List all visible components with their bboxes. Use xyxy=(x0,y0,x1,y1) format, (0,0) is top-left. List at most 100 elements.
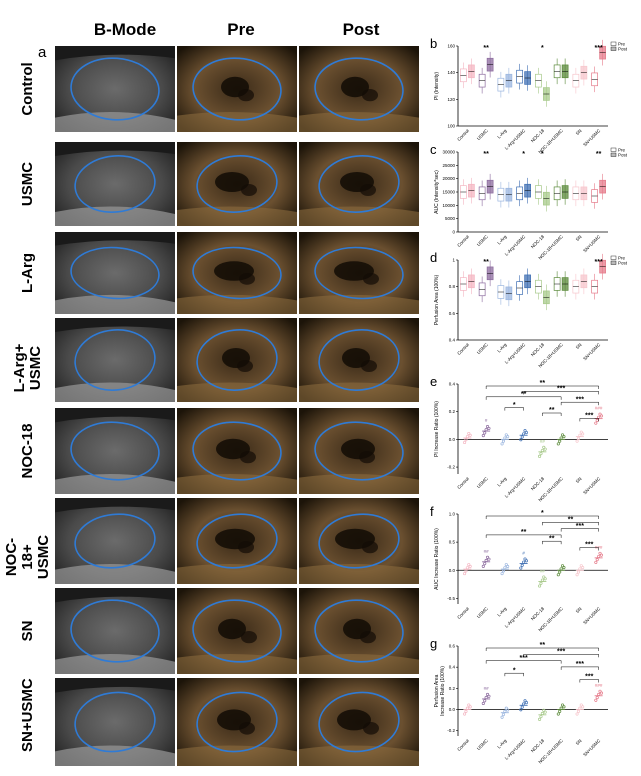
point-f xyxy=(576,570,581,574)
point-g xyxy=(538,717,542,721)
point-g xyxy=(484,696,488,700)
bracket-f xyxy=(542,522,599,526)
significance-d: *** xyxy=(595,259,603,266)
point-f xyxy=(501,569,506,573)
ultrasound-image-7-2 xyxy=(299,678,419,766)
category-label-c: SN xyxy=(575,234,583,242)
ultrasound-image-3-1 xyxy=(177,318,297,402)
ytick-label-c: 15000 xyxy=(442,190,455,195)
point-e xyxy=(463,440,467,445)
ylabel-b: PI (Intensity) xyxy=(434,72,440,100)
bracket-label-e: *** xyxy=(576,396,584,403)
col-head-pre: Pre xyxy=(227,20,255,39)
ultrasound-image-6-2 xyxy=(299,588,419,674)
ultrasound-image-6-0 xyxy=(55,588,175,674)
point-e xyxy=(562,435,566,439)
bracket-f xyxy=(560,528,599,532)
ytick-label-g: 0.6 xyxy=(449,644,456,649)
point-e xyxy=(559,436,563,440)
ultrasound-image-1-2 xyxy=(299,142,419,226)
point-f xyxy=(578,567,582,571)
point-e xyxy=(540,448,544,453)
bracket-label-e: *** xyxy=(585,413,593,420)
point-g xyxy=(576,709,581,713)
category-label-f: L-Arg+USMC xyxy=(504,606,527,629)
point-e xyxy=(576,436,581,440)
point-g xyxy=(543,710,547,714)
bracket-label-f: *** xyxy=(576,523,584,530)
point-g xyxy=(562,705,566,709)
point-e xyxy=(578,433,582,437)
ytick-label-e: 0.0 xyxy=(449,437,456,442)
point-e xyxy=(483,431,487,435)
col-head-bmode: B-Mode xyxy=(93,20,157,39)
point-f xyxy=(500,572,504,576)
category-label-g: SN+USMC xyxy=(582,738,602,758)
ylabel-d: Perfusion Area (100%) xyxy=(434,275,440,326)
mark-e: ### xyxy=(595,406,603,411)
bracket-label-e: ** xyxy=(540,380,546,387)
point-g xyxy=(520,705,524,709)
ultrasound-image-0-1 xyxy=(177,46,297,132)
legend-post-swatch xyxy=(610,152,617,157)
category-label-d: NOC-18 xyxy=(530,342,546,358)
ultrasound-image-6-1 xyxy=(177,588,297,674)
category-label-g: L-Arg xyxy=(496,738,508,750)
category-label-b: NOC-18 xyxy=(530,128,546,144)
legend-pre-label: Pre xyxy=(618,255,626,260)
category-label-d: L-Arg+USMC xyxy=(504,342,527,365)
category-label-b: USMC xyxy=(476,128,489,141)
point-e xyxy=(543,447,547,451)
category-label-e: SN xyxy=(575,476,583,484)
ytick-label-g: 0.4 xyxy=(449,665,456,670)
point-g xyxy=(578,706,582,710)
bracket-g xyxy=(485,660,562,664)
point-g xyxy=(465,706,469,710)
point-g xyxy=(501,712,506,717)
category-label-e: USMC xyxy=(476,476,489,489)
ytick-label-b: 160 xyxy=(447,44,455,49)
point-f xyxy=(558,570,562,574)
point-e xyxy=(464,438,468,442)
category-label-c: USMC xyxy=(476,234,489,247)
legend-post-swatch xyxy=(610,46,617,51)
category-label-e: Control xyxy=(456,476,470,490)
category-label-g: USMC xyxy=(476,738,489,751)
chart-b: b PI (Intensity) 100 120 140 160 Control USMC L-… xyxy=(426,36,636,156)
panel-letter-f: f xyxy=(430,504,434,519)
bracket-label-f: * xyxy=(541,510,544,517)
bracket-label-f: ** xyxy=(549,535,555,542)
bracket-label-g: ** xyxy=(540,642,546,649)
point-e xyxy=(501,439,506,443)
panel-letter-g: g xyxy=(430,636,437,651)
point-e xyxy=(465,435,469,439)
ultrasound-image-1-1 xyxy=(177,142,297,226)
point-e xyxy=(468,433,472,437)
ylabel-f: AUC Increase Ratio (100%) xyxy=(434,528,440,590)
bracket-f xyxy=(485,534,562,538)
ytick-label-c: 25000 xyxy=(442,163,455,168)
ultrasound-image-3-2 xyxy=(299,318,419,402)
point-g xyxy=(519,708,523,712)
legend-post-label: Post xyxy=(618,152,628,157)
bracket-label-f: ** xyxy=(568,517,574,524)
category-label-c: L-Arg xyxy=(496,234,508,246)
legend-post-swatch xyxy=(610,260,617,265)
bracket-label-e: ** xyxy=(549,407,555,414)
category-label-g: Control xyxy=(456,738,470,752)
point-f xyxy=(538,584,542,588)
panel-letter-c: c xyxy=(430,142,437,157)
point-f xyxy=(464,569,468,573)
ylabel-e: PI Increase Ratio (100%) xyxy=(434,401,440,457)
mark-e: # xyxy=(485,418,488,423)
point-g xyxy=(539,715,543,719)
ytick-label-b: 100 xyxy=(447,124,455,129)
category-label-d: Control xyxy=(456,342,470,356)
point-f xyxy=(468,564,472,568)
ytick-label-e: 0.4 xyxy=(449,382,456,387)
ytick-label-b: 120 xyxy=(447,97,455,102)
category-label-b: Control xyxy=(456,128,470,142)
significance-d: ** xyxy=(483,259,489,266)
row-label-1: USMC xyxy=(19,161,36,207)
row-label-4: NOC-18 xyxy=(19,423,36,479)
